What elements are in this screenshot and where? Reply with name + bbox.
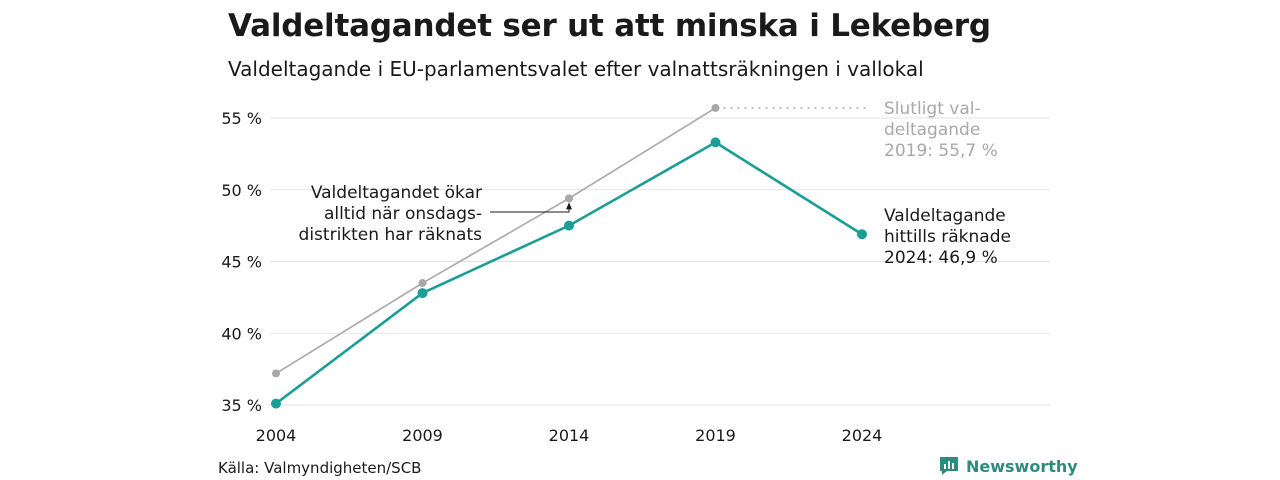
- data-point-count: [417, 288, 428, 299]
- x-axis-ticks: 2004 2009 2014 2019 2024: [256, 426, 883, 445]
- newsworthy-logo-icon: [940, 457, 958, 475]
- series-line-count: [275, 141, 863, 405]
- current-count-label: Valdeltagande hittills räknade 2024: 46,9 …: [884, 206, 1011, 268]
- final-turnout-label-line: 2019: 55,7 %: [884, 141, 998, 161]
- gridlines: [270, 117, 1050, 406]
- chart-subtitle: Valdeltagande i EU-parlamentsvalet efter…: [228, 57, 924, 81]
- x-tick-label: 2004: [256, 426, 297, 445]
- data-point-count: [857, 229, 867, 240]
- x-tick-label: 2019: [695, 426, 736, 445]
- annotations: Slutligt val-deltagande 2019: 55,7 % Valde…: [299, 99, 1011, 268]
- chart-title: Valdeltagandet ser ut att minska i Lekeb…: [228, 8, 991, 44]
- y-tick-label: 45 %: [221, 253, 262, 272]
- y-tick-label: 50 %: [221, 181, 262, 200]
- y-tick-label: 40 %: [221, 324, 262, 343]
- y-tick-label: 35 %: [221, 396, 262, 415]
- series-line-final: [275, 107, 716, 375]
- brand-logo: Newsworthy: [938, 455, 1078, 477]
- y-tick-label: 55 %: [221, 109, 262, 128]
- final-turnout-label-line: deltagande: [884, 120, 980, 140]
- final-turnout-label-line: Slutligt val-: [884, 99, 981, 119]
- final-turnout-label: Slutligt val-deltagande 2019: 55,7 %: [884, 99, 998, 161]
- note-arrow-line: [490, 208, 570, 213]
- data-point-final: [418, 279, 427, 288]
- series-layer: [271, 103, 867, 409]
- brand-name: Newsworthy: [966, 456, 1078, 476]
- data-point-count: [710, 137, 721, 148]
- current-count-label-line: 2024: 46,9 %: [884, 248, 998, 268]
- note-arrowhead-icon: [566, 202, 572, 210]
- y-axis-ticks: 35 % 40 % 45 % 50 % 55 %: [221, 109, 262, 415]
- counting-note: Valdeltagandet ökar alltid när onsdags-di…: [299, 183, 483, 245]
- counting-note-line: alltid när onsdags-: [324, 204, 482, 224]
- counting-note-line: Valdeltagandet ökar: [311, 183, 482, 203]
- data-point-final: [272, 369, 280, 378]
- counting-note-line: distrikten har räknats: [299, 225, 483, 245]
- x-tick-label: 2014: [549, 426, 590, 445]
- source-note: Källa: Valmyndigheten/SCB: [218, 459, 422, 477]
- current-count-label-line: Valdeltagande: [884, 206, 1006, 226]
- data-point-count: [564, 220, 574, 231]
- data-point-final: [711, 103, 720, 112]
- x-tick-label: 2024: [842, 426, 883, 445]
- data-point-count: [271, 398, 281, 409]
- x-tick-label: 2009: [402, 426, 443, 445]
- data-point-final: [565, 194, 573, 203]
- current-count-label-line: hittills räknade: [884, 227, 1011, 247]
